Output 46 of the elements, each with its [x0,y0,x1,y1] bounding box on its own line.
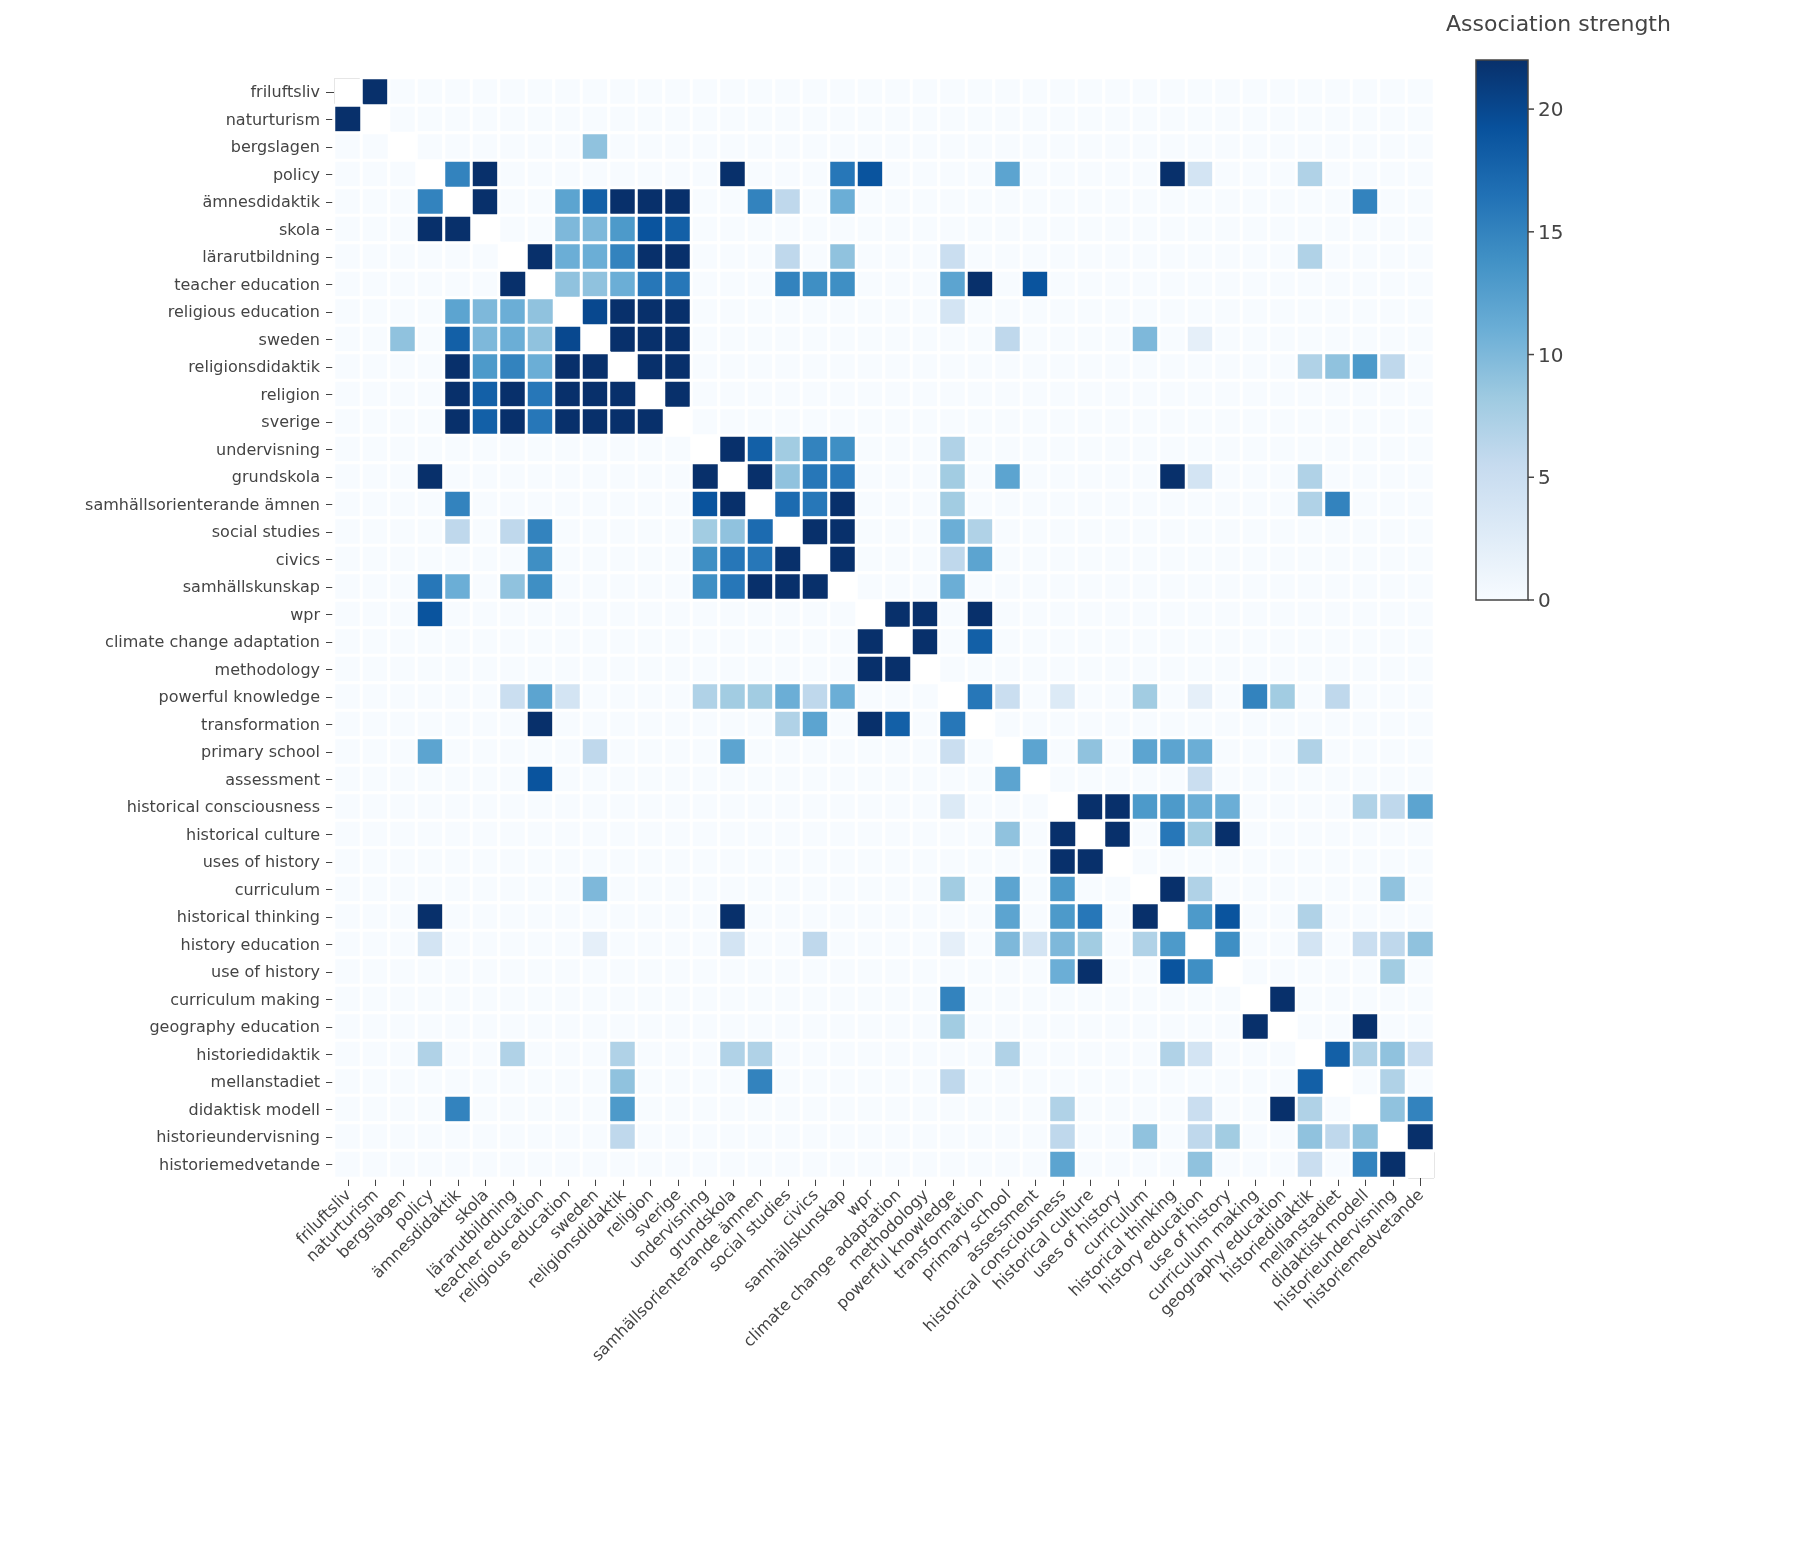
y-tick-label: teacher education [174,274,320,294]
color-bar-label: 5 [1538,465,1551,490]
color-bar-label: 10 [1538,342,1564,367]
y-tick-label: naturturism [225,109,320,129]
y-tick-label: mellanstadiet [210,1072,320,1092]
color-bar-label: 0 [1538,588,1551,612]
y-tick-label: uses of history [202,852,320,872]
y-tick-label: religionsdidaktik [188,357,321,377]
y-tick-label: primary school [201,742,320,762]
y-tick-label: grundskola [231,467,320,487]
color-bar-label: 15 [1538,219,1564,244]
y-tick-label: transformation [201,714,320,734]
y-tick-label: curriculum making [170,989,320,1009]
y-tick-label: civics [275,549,320,569]
y-tick-label: historiedidaktik [196,1044,321,1064]
y-tick-label: skola [278,219,320,239]
y-tick-label: wpr [290,604,321,624]
y-tick-label: policy [272,164,320,184]
y-tick-label: sverige [261,412,320,432]
y-tick-label: historieundervisning [156,1127,320,1147]
y-tick-label: didaktisk modell [188,1099,320,1119]
y-tick-label: assessment [225,769,320,789]
y-tick-label: use of history [211,962,320,982]
color-bar-label: 20 [1538,97,1564,122]
y-tick-label: historical thinking [176,907,320,927]
y-tick-label: religious education [167,302,320,322]
y-tick-label: samhällskunskap [182,577,320,597]
y-tick-label: curriculum [234,879,320,899]
y-tick-label: undervisning [216,439,320,459]
y-tick-label: historical culture [185,824,320,844]
y-tick-label: geography education [149,1017,320,1037]
y-tick-label: sweden [258,329,320,349]
y-tick-label: historical consciousness [126,797,320,817]
y-tick-label: history education [180,934,320,954]
y-tick-label: powerful knowledge [158,687,320,707]
y-tick-label: samhällsorienterande ämnen [85,494,320,514]
y-tick-label: methodology [214,659,320,679]
y-tick-label: historiemedvetande [159,1154,320,1174]
y-tick-label: climate change adaptation [105,632,320,652]
color-bar-title: Association strength [1446,10,1671,36]
y-tick-label: lärarutbildning [202,247,320,267]
y-tick-label: friluftsliv [250,82,320,102]
y-tick-label: bergslagen [230,137,320,157]
y-tick-label: religion [260,384,320,404]
y-tick-label: ämnesdidaktik [202,192,321,212]
y-tick-label: social studies [211,522,320,542]
